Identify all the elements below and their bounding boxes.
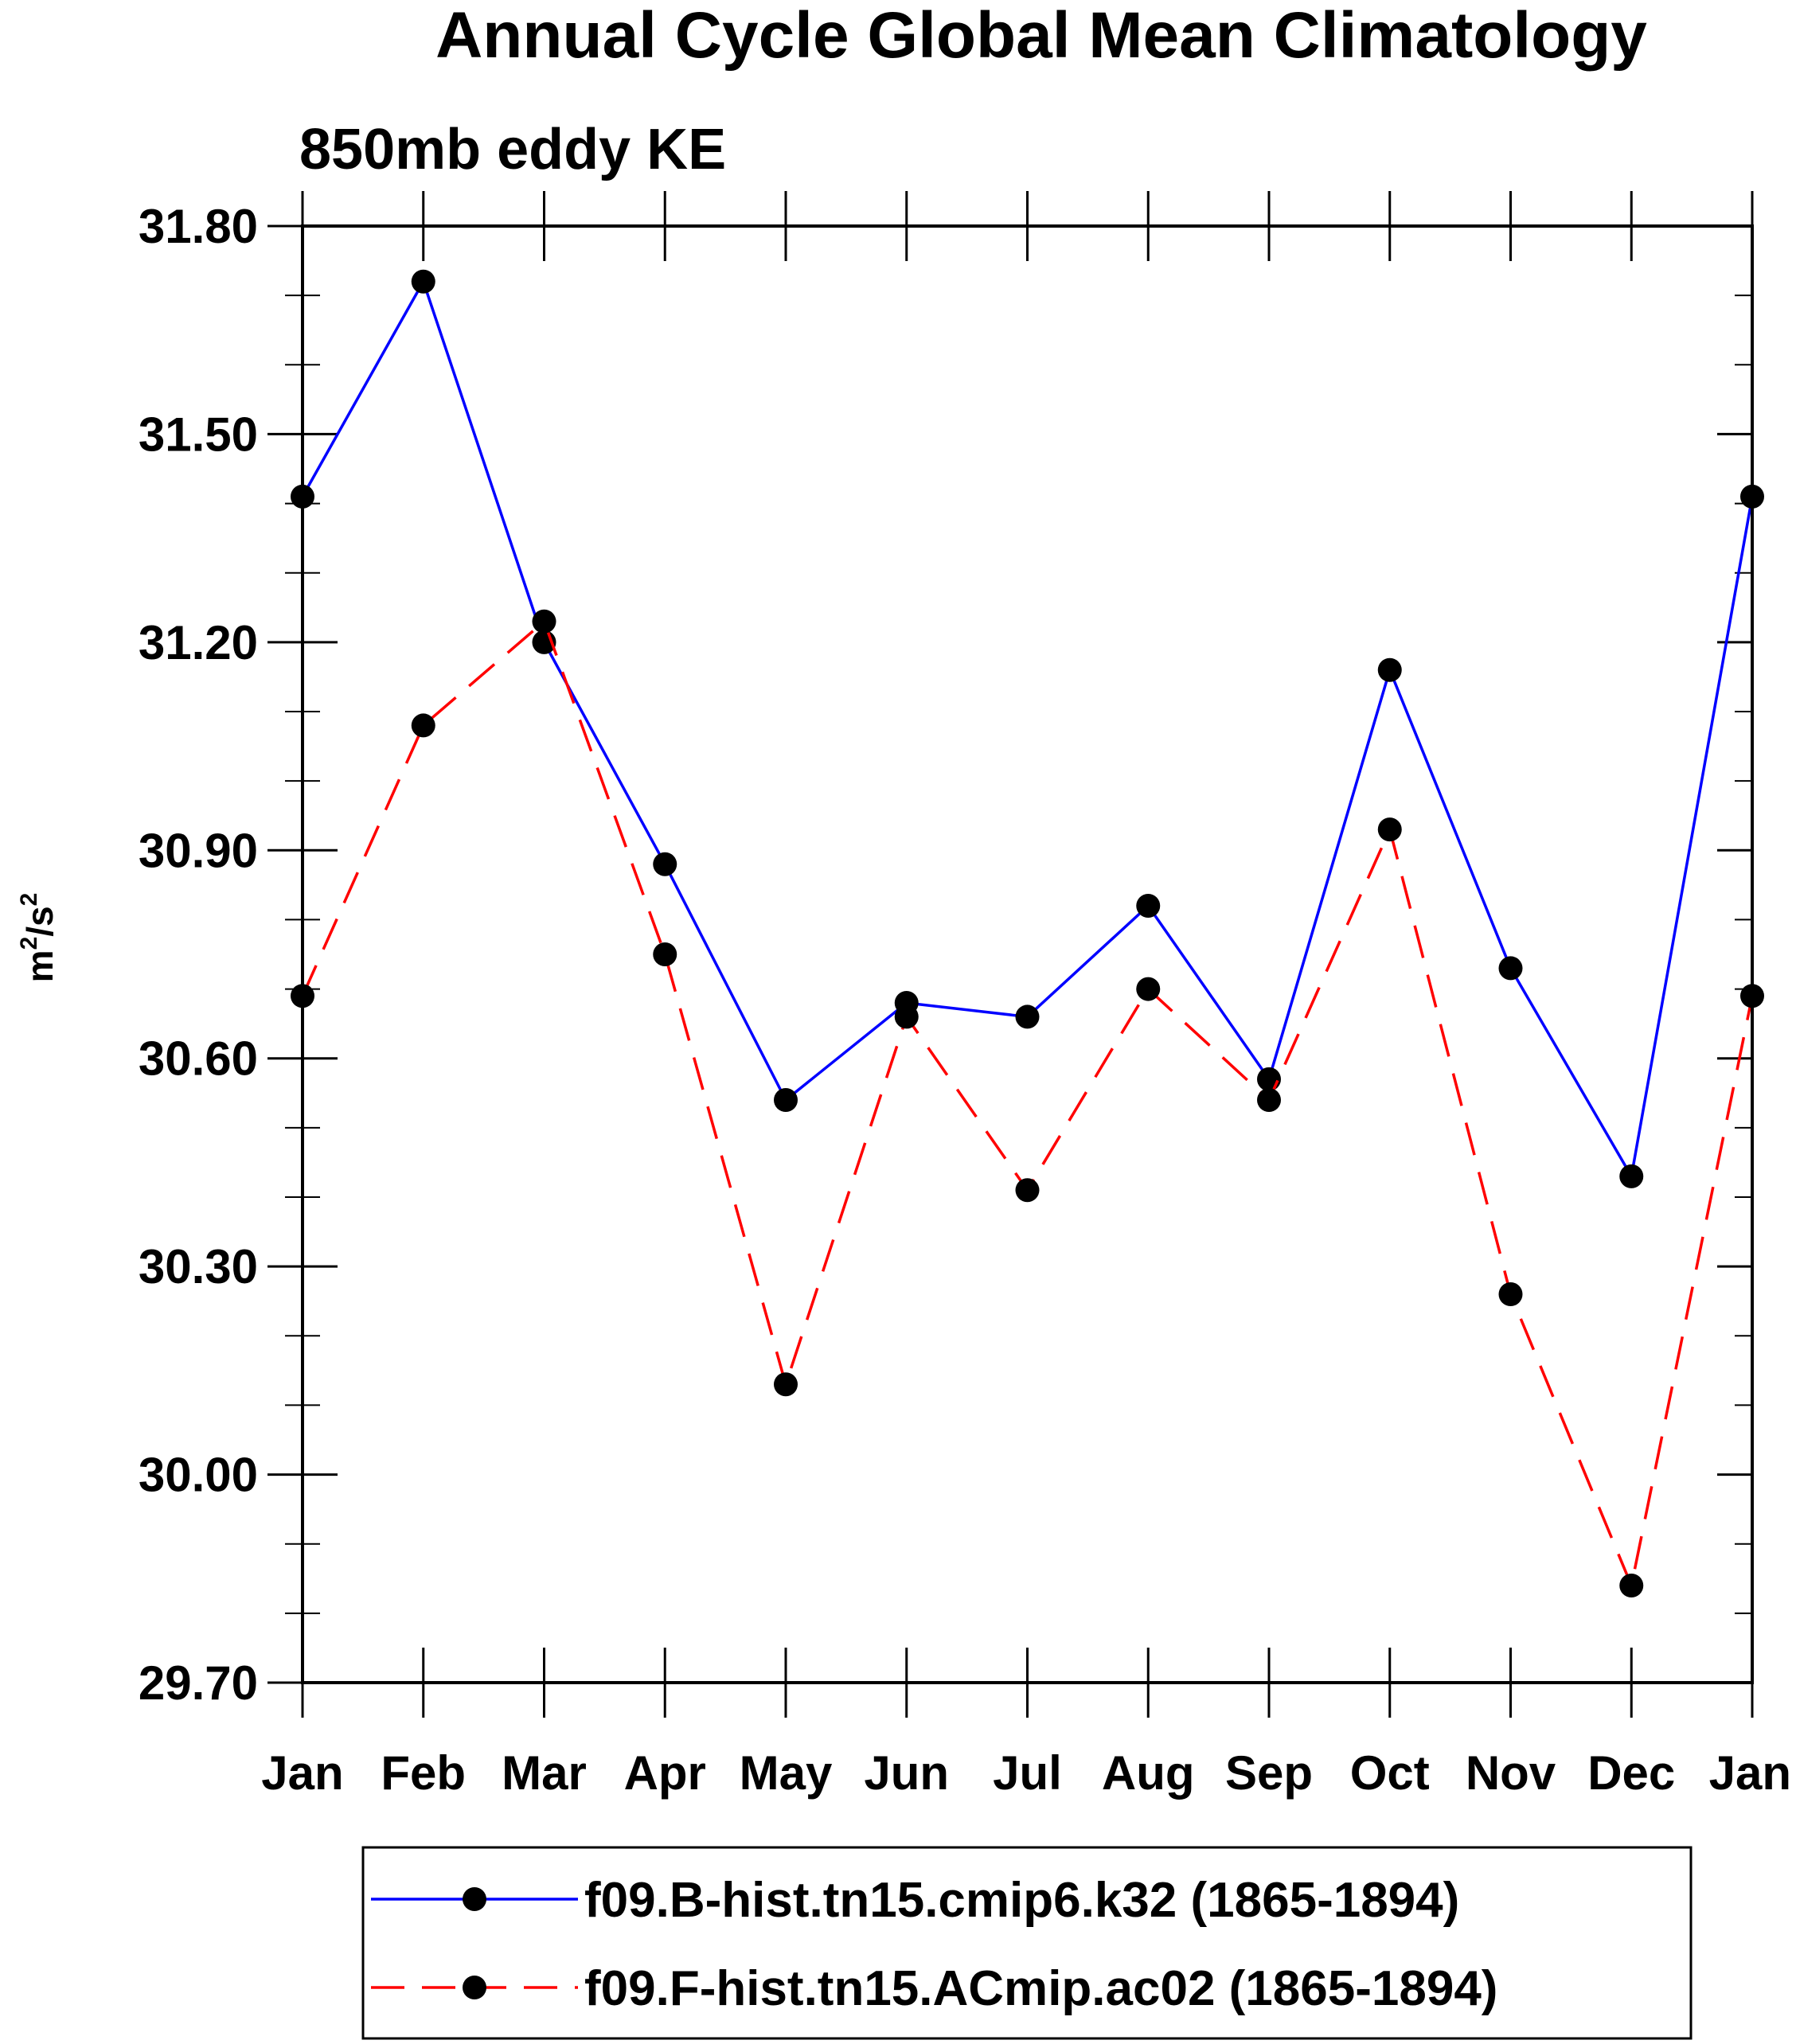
legend-marker (463, 1887, 486, 1911)
y-axis-label-base: m (19, 950, 61, 982)
legend: f09.B-hist.tn15.cmip6.k32 (1865-1894) f09… (361, 1846, 1693, 2040)
data-point (774, 1088, 798, 1112)
x-tick-label: Sep (1225, 1746, 1313, 1800)
data-point (1015, 1178, 1040, 1203)
x-tick-label: Nov (1466, 1746, 1556, 1800)
y-tick-label: 30.60 (139, 1032, 258, 1086)
x-tick-label: Jul (993, 1746, 1062, 1800)
y-tick-label: 29.70 (139, 1656, 258, 1710)
x-tick-label: Aug (1102, 1746, 1195, 1800)
y-tick-labels: 29.70 30.00 30.30 30.60 30.90 31.20 31.50 31.80 (139, 200, 258, 1710)
x-tick-label: Dec (1587, 1746, 1675, 1800)
y-tick-label: 31.50 (139, 408, 258, 461)
y-tick-label: 30.30 (139, 1240, 258, 1293)
axis-ticks (267, 191, 1754, 1718)
x-tick-label: Apr (624, 1746, 706, 1800)
data-point (532, 609, 556, 634)
y-tick-label: 30.90 (139, 824, 258, 877)
series-2 (291, 609, 1764, 1597)
data-point (1619, 1164, 1644, 1188)
legend-label: f09.F-hist.tn15.ACmip.ac02 (1865-1894) (584, 1961, 1497, 2016)
legend-items: f09.B-hist.tn15.cmip6.k32 (1865-1894) f09… (371, 1873, 1497, 2016)
data-point (1498, 956, 1523, 981)
data-point (894, 1004, 919, 1029)
x-tick-label: Mar (502, 1746, 587, 1800)
series-line (301, 619, 1754, 1587)
data-point (411, 269, 435, 294)
y-axis-label-mid: /s (19, 906, 61, 936)
series-layer (291, 269, 1764, 1597)
series-1 (291, 269, 1764, 1188)
legend-label: f09.B-hist.tn15.cmip6.k32 (1865-1894) (584, 1873, 1459, 1928)
y-axis-label-exp-1: 2 (16, 937, 42, 950)
data-point (1257, 1088, 1281, 1112)
x-tick-label: Jan (261, 1746, 343, 1800)
y-tick-label: 31.20 (139, 616, 258, 669)
series-line (301, 279, 1754, 1178)
legend-marker (463, 1976, 486, 1999)
x-tick-labels: Jan Feb Mar Apr May Jun Jul Aug Sep Oct Nov Dec Jan (261, 1746, 1791, 1800)
x-tick-label: Feb (381, 1746, 466, 1800)
x-tick-label: Oct (1350, 1746, 1430, 1800)
plot-frame (301, 224, 1754, 1684)
x-tick-label: Jun (864, 1746, 949, 1800)
data-point (1498, 1282, 1523, 1306)
chart-subtitle: 850mb eddy KE (299, 118, 726, 181)
y-tick-label: 30.00 (139, 1449, 258, 1502)
chart-title: Annual Cycle Global Mean Climatology (435, 0, 1647, 72)
data-point (1377, 657, 1402, 682)
data-point (411, 713, 435, 738)
data-point (1015, 1004, 1040, 1029)
data-point (774, 1372, 798, 1397)
data-point (653, 942, 677, 966)
legend-box (361, 1846, 1693, 2040)
data-point (1619, 1574, 1644, 1597)
x-tick-label: Jan (1709, 1746, 1791, 1800)
y-axis-label: m2/s2 (16, 893, 61, 983)
data-point (1136, 894, 1161, 918)
y-axis-label-exp-2: 2 (16, 893, 42, 907)
data-point (653, 852, 677, 876)
y-tick-label: 31.80 (139, 200, 258, 253)
data-point (1136, 977, 1161, 1001)
data-point (1257, 1067, 1281, 1091)
x-tick-label: May (740, 1746, 833, 1800)
data-point (1377, 817, 1402, 842)
